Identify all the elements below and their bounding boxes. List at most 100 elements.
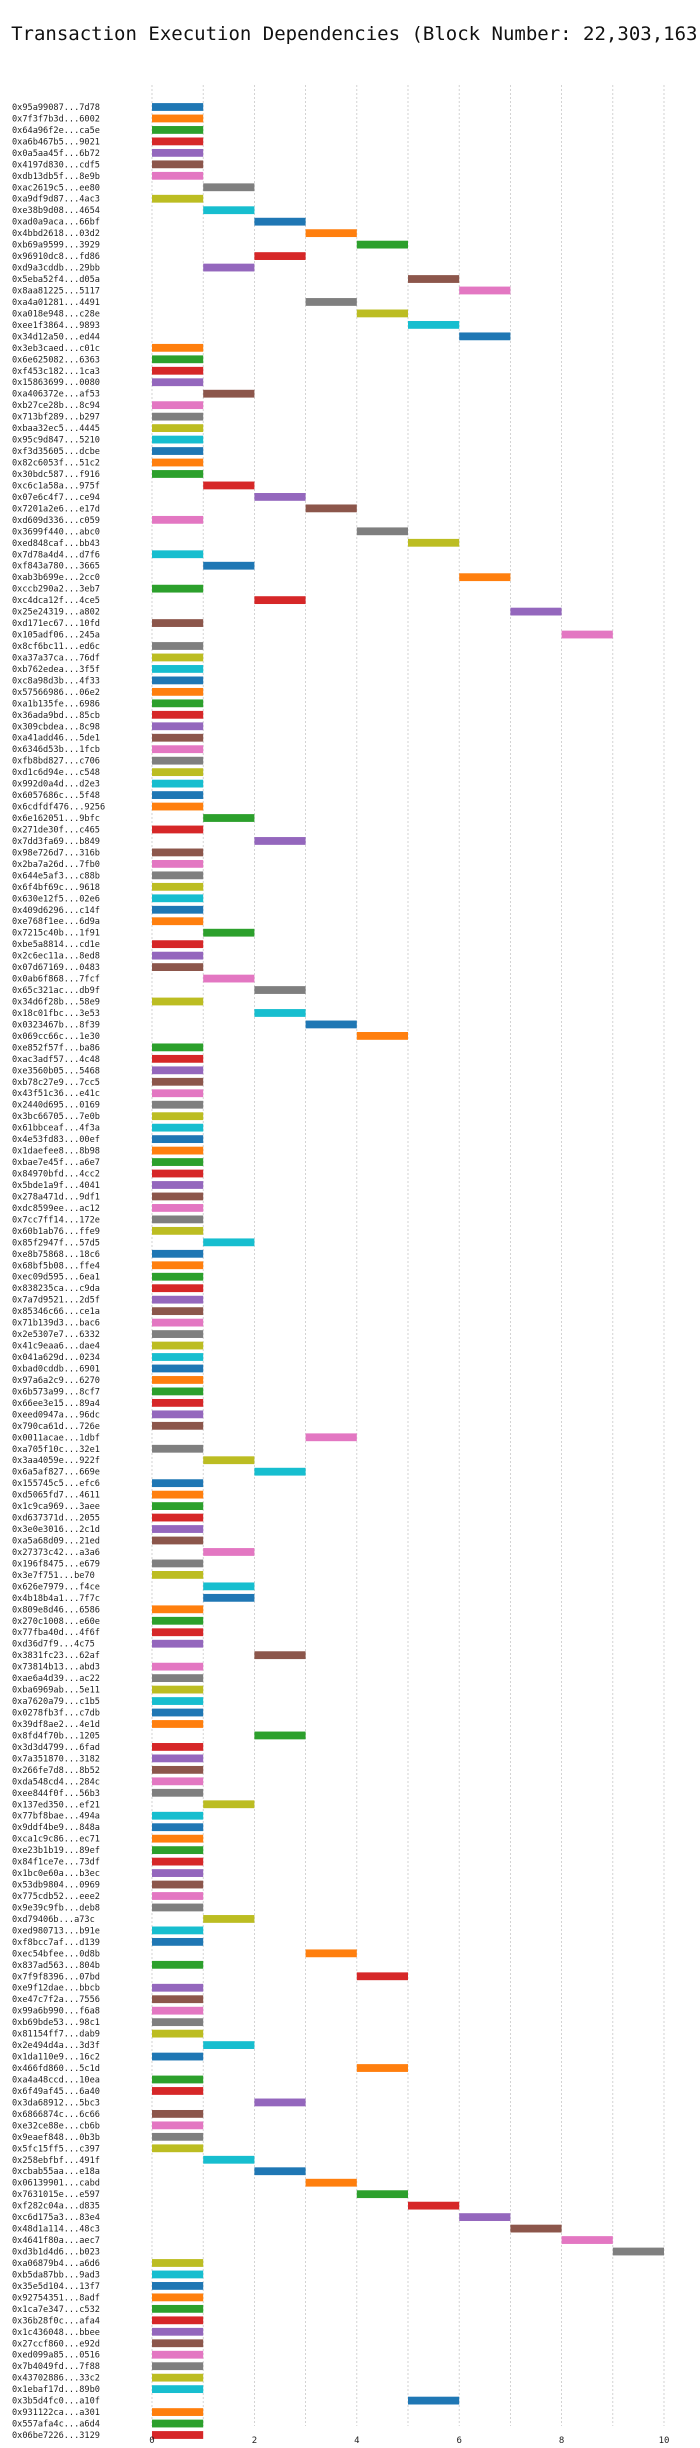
tx-label: 0x06be7226...3129 xyxy=(12,2431,100,2441)
tx-label: 0xb27ce28b...8c94 xyxy=(12,401,100,411)
tx-bar xyxy=(203,183,255,192)
tx-label: 0xda548cd4...284c xyxy=(12,1777,100,1787)
tx-label: 0x43f51c36...e41c xyxy=(12,1089,100,1099)
tx-label: 0x82c6053f...51c2 xyxy=(12,459,100,469)
tx-bar xyxy=(152,1559,204,1568)
tx-label: 0x30bdc587...f916 xyxy=(12,470,100,480)
tx-bar xyxy=(152,171,204,180)
tx-bar xyxy=(203,1238,255,1247)
tx-label: 0xa7620a79...c1b5 xyxy=(12,1697,100,1707)
tx-label: 0x64a96f2e...ca5e xyxy=(12,126,100,136)
tx-label: 0xccb290a2...3eb7 xyxy=(12,585,100,595)
tx-label: 0xac2619c5...ee80 xyxy=(12,183,100,193)
tx-bar xyxy=(152,1054,204,1063)
tx-bar xyxy=(152,1158,204,1166)
tx-label: 0x931122ca...a301 xyxy=(12,2408,100,2418)
tx-bar xyxy=(152,1571,204,1579)
tx-label: 0x99a6b990...f6a8 xyxy=(12,2007,100,2017)
tx-label: 0x6057686c...5f48 xyxy=(12,791,100,801)
tx-label: 0x81154ff7...dab9 xyxy=(12,2030,100,2040)
tx-label: 0x3da68912...5bc3 xyxy=(12,2098,100,2108)
tx-label: 0x96910dc8...fd86 xyxy=(12,252,100,262)
tx-label: 0xf843a780...3665 xyxy=(12,562,100,572)
tx-bar xyxy=(152,1983,204,1992)
tx-bar xyxy=(203,206,255,215)
tx-bar xyxy=(152,1811,204,1820)
tx-bar xyxy=(356,1032,408,1040)
tx-bar xyxy=(408,320,460,329)
tx-label: 0xbad0cddb...6901 xyxy=(12,1364,100,1374)
tx-bar xyxy=(152,1490,204,1499)
tx-label: 0x7215c40b...1f91 xyxy=(12,929,100,939)
grid-layer xyxy=(151,85,665,2426)
tx-label: 0xd5065fd7...4611 xyxy=(12,1491,100,1501)
tx-bar xyxy=(152,2075,204,2084)
tx-label: 0x3699f440...abc0 xyxy=(12,527,100,537)
tx-bar xyxy=(152,1330,204,1338)
tx-label: 0x1ca7e347...c532 xyxy=(12,2305,100,2315)
x-tick-label: 6 xyxy=(456,2436,461,2446)
tx-bar xyxy=(152,848,204,857)
tx-label: 0x0a5aa45f...6b72 xyxy=(12,149,100,159)
tx-label: 0xbae7e45f...a6e7 xyxy=(12,1158,100,1168)
tx-bar xyxy=(152,194,204,203)
tx-bar xyxy=(152,1846,204,1855)
tx-bar xyxy=(356,2064,408,2072)
tx-bar xyxy=(152,1295,204,1304)
tx-bar xyxy=(152,148,204,157)
tx-label: 0x60b1ab76...ffe9 xyxy=(12,1227,100,1237)
tx-bar xyxy=(152,470,204,478)
tx-label: 0x4197d830...cdf5 xyxy=(12,160,100,170)
tx-label: 0x9e39c9fb...deb8 xyxy=(12,1903,100,1913)
tx-label: 0xbaa32ec5...4445 xyxy=(12,424,100,434)
tx-bar xyxy=(152,126,204,134)
tx-bar xyxy=(254,986,306,994)
tx-bar xyxy=(152,1754,204,1763)
tx-bar xyxy=(152,2350,204,2359)
tx-label: 0x557afa4c...a6d4 xyxy=(12,2420,100,2430)
tx-label: 0x196f8475...e679 xyxy=(12,1559,100,1569)
tx-bar xyxy=(356,527,408,536)
tx-label: 0x5eba52f4...d05a xyxy=(12,275,100,285)
tx-bar xyxy=(152,1387,204,1396)
tx-bar xyxy=(152,710,204,719)
tx-bar xyxy=(152,1903,204,1912)
tx-bar xyxy=(152,2316,204,2325)
tx-label: 0x77fba40d...4f6f xyxy=(12,1628,100,1638)
tx-label: 0xae6a4d39...ac22 xyxy=(12,1674,100,1684)
tx-label: 0x0278fb3f...c7db xyxy=(12,1709,100,1719)
tx-label: 0x309cbdea...8c98 xyxy=(12,722,100,732)
tx-bar xyxy=(152,1444,204,1453)
tx-label: 0xd79406b...a73c xyxy=(12,1915,95,1925)
tx-bar xyxy=(203,389,255,398)
tx-bar xyxy=(152,103,204,111)
tx-label: 0xa1b135fe...6986 xyxy=(12,699,100,709)
tx-label: 0x2e5307e7...6332 xyxy=(12,1330,100,1340)
tx-bar xyxy=(152,882,204,891)
tx-label: 0x6cdfdf476...9256 xyxy=(12,803,105,813)
tx-label: 0x4e53fd83...00ef xyxy=(12,1135,100,1145)
tx-bar xyxy=(305,1020,357,1029)
tx-bar xyxy=(152,424,204,433)
tx-label: 0x278a471d...9df1 xyxy=(12,1192,100,1202)
tx-bar xyxy=(152,1135,204,1144)
tx-bar xyxy=(152,366,204,375)
tx-bar xyxy=(152,2304,204,2313)
tx-label: 0x34d6f28b...58e9 xyxy=(12,998,100,1008)
tx-label: 0xfb8bd827...c706 xyxy=(12,757,100,767)
tx-bar xyxy=(152,2144,204,2153)
tx-label: 0x3b5d4fc0...a10f xyxy=(12,2397,100,2407)
tx-label: 0x837ad563...804b xyxy=(12,1961,100,1971)
tx-label: 0x98e726d7...316b xyxy=(12,848,100,858)
tx-label: 0x41c9eaa6...dae4 xyxy=(12,1342,100,1352)
tx-label: 0x07e6c4f7...ce94 xyxy=(12,493,100,503)
tx-label: 0x6e625082...6363 xyxy=(12,355,100,365)
tx-bar xyxy=(254,2167,306,2176)
tx-bar xyxy=(459,2213,511,2222)
tx-label: 0x1c436048...bbee xyxy=(12,2328,100,2338)
tx-label: 0xbe5a8814...cd1e xyxy=(12,940,100,950)
tx-bar xyxy=(152,1857,204,1866)
tx-label: 0x48d1a114...48c3 xyxy=(12,2225,100,2235)
bar-layer xyxy=(152,103,664,2439)
